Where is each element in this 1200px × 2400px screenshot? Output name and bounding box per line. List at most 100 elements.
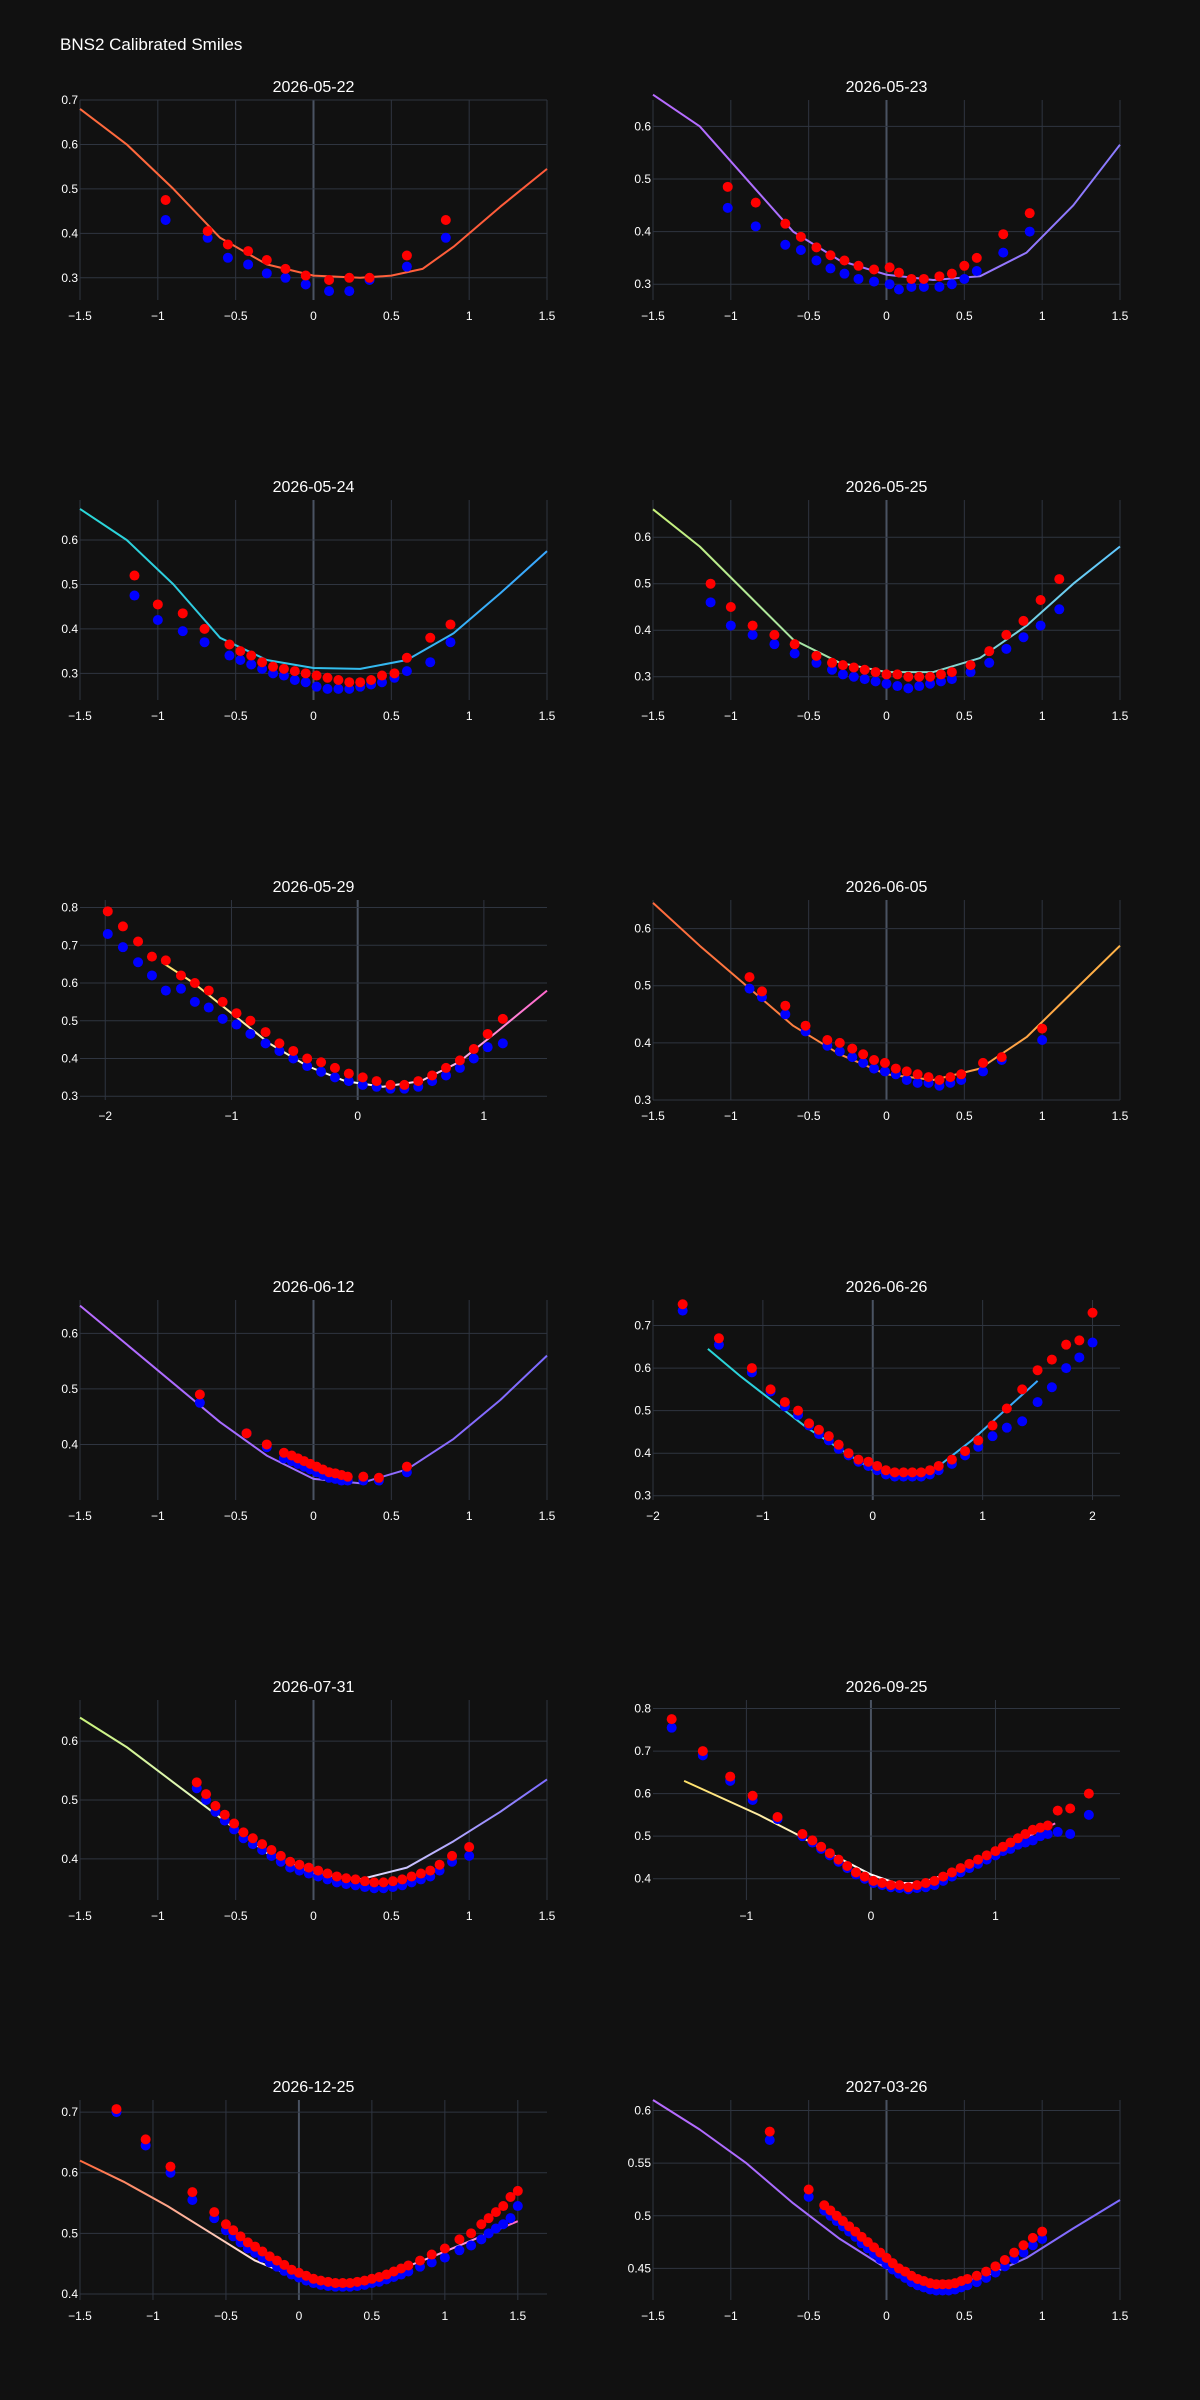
smile-panel-2026-06-05: 2026-06-05 −1.5 −1 −0.5 0 0.5 1 1.5 0.3 0.4 0.5 0.6 xyxy=(634,879,1128,1123)
ask-point xyxy=(1052,1805,1063,1816)
ask-point xyxy=(859,1871,870,1882)
bid-point xyxy=(160,215,171,225)
smile-panel-2026-07-31: 2026-07-31 −1.5 −1 −0.5 0 0.5 1 1.5 0.4 0.5 0.6 xyxy=(61,1679,555,1923)
ask-point xyxy=(342,1471,353,1482)
ask-point xyxy=(797,1829,808,1840)
ask-point xyxy=(497,1013,508,1024)
bid-point xyxy=(811,255,822,266)
ask-point xyxy=(260,1027,271,1038)
bid-point xyxy=(160,985,171,996)
ask-point xyxy=(1018,2240,1029,2251)
ask-point xyxy=(285,1856,296,1867)
ask-point xyxy=(201,1789,212,1800)
ask-point xyxy=(880,1465,891,1476)
ask-point xyxy=(133,936,144,947)
y-tick-label: 0.5 xyxy=(61,2226,78,2240)
x-tick-label: −1 xyxy=(151,1909,165,1923)
ask-point xyxy=(813,1424,824,1435)
bid-point xyxy=(901,1075,912,1085)
x-tick-label: 1.5 xyxy=(539,309,556,323)
ask-point xyxy=(266,1845,277,1855)
x-tick-label: −1 xyxy=(724,2309,738,2323)
ask-point xyxy=(965,660,976,671)
panel-title: 2026-05-25 xyxy=(846,479,928,496)
bid-point xyxy=(476,2234,487,2245)
bid-point xyxy=(129,590,140,601)
ask-point xyxy=(210,1800,221,1811)
ask-point xyxy=(415,2255,426,2266)
ask-point xyxy=(807,1835,818,1846)
ask-point xyxy=(247,1833,258,1844)
ask-point xyxy=(191,1777,202,1788)
x-tick-label: 0 xyxy=(883,2309,890,2323)
bid-point xyxy=(1035,620,1046,631)
ask-point xyxy=(219,1809,230,1820)
bid-point xyxy=(795,245,806,255)
ask-point xyxy=(1005,1837,1016,1848)
ask-point xyxy=(750,197,761,208)
y-tick-label: 0.3 xyxy=(61,666,78,680)
bid-point xyxy=(357,1079,368,1090)
ask-point xyxy=(322,672,333,683)
ask-point xyxy=(853,1454,864,1465)
bid-point xyxy=(426,2257,437,2268)
x-tick-label: 1 xyxy=(1039,1109,1046,1123)
panel-title: 2027-03-26 xyxy=(846,2079,928,2096)
ask-point xyxy=(202,226,213,237)
ask-point xyxy=(879,1057,890,1068)
ask-point xyxy=(413,1076,424,1087)
ask-point xyxy=(220,2219,231,2230)
ask-point xyxy=(863,1456,874,1467)
y-tick-label: 0.55 xyxy=(628,2156,652,2170)
x-tick-label: −1.5 xyxy=(641,309,665,323)
y-tick-label: 0.8 xyxy=(634,1702,651,1716)
bid-point xyxy=(300,677,311,688)
ask-point xyxy=(160,195,171,205)
ask-point xyxy=(129,570,140,581)
ask-point xyxy=(300,668,311,679)
y-tick-label: 0.5 xyxy=(634,172,651,186)
bid-point xyxy=(1074,1352,1085,1363)
y-tick-label: 0.4 xyxy=(634,225,651,239)
bid-point xyxy=(187,2195,198,2205)
ask-point xyxy=(434,1859,445,1870)
ask-point xyxy=(955,1863,966,1874)
ask-point xyxy=(464,1842,475,1853)
y-tick-label: 0.7 xyxy=(61,938,78,952)
panel-title: 2026-05-23 xyxy=(846,79,928,96)
bid-point xyxy=(222,252,233,263)
bid-point xyxy=(1018,2247,1029,2258)
ask-point xyxy=(333,675,344,685)
ask-point xyxy=(959,260,970,271)
x-tick-label: 1 xyxy=(466,1509,473,1523)
x-tick-label: 1.5 xyxy=(539,1509,556,1523)
ask-point xyxy=(973,1854,984,1865)
bid-point xyxy=(343,1076,354,1087)
bid-point xyxy=(893,284,904,295)
bid-point xyxy=(769,639,780,650)
ask-point xyxy=(987,1420,998,1431)
ask-point xyxy=(747,620,758,631)
x-tick-label: −1 xyxy=(151,1509,165,1523)
bid-point xyxy=(1001,643,1012,654)
y-tick-label: 0.3 xyxy=(634,670,651,684)
y-tick-label: 0.7 xyxy=(634,1319,651,1333)
ask-point xyxy=(373,1472,384,1483)
ask-point xyxy=(189,978,200,989)
smile-panel-2027-03-26: 2027-03-26 −1.5 −1 −0.5 0 0.5 1 1.5 0.45 0.5 0.55 0… xyxy=(628,2079,1129,2323)
bid-point xyxy=(998,247,1009,258)
ask-point xyxy=(824,1848,835,1859)
ask-point xyxy=(1065,1803,1076,1814)
ask-point xyxy=(765,1384,776,1395)
ask-point xyxy=(468,1044,479,1055)
ask-point xyxy=(996,1052,1007,1063)
bid-point xyxy=(780,239,791,250)
panel-title: 2026-07-31 xyxy=(273,1679,355,1696)
ask-point xyxy=(366,675,377,685)
ask-point xyxy=(344,677,355,688)
ask-point xyxy=(483,2213,494,2224)
ask-point xyxy=(330,2278,341,2289)
ask-point xyxy=(322,1868,333,1879)
bid-point xyxy=(102,928,113,939)
x-tick-label: −0.5 xyxy=(797,2309,821,2323)
